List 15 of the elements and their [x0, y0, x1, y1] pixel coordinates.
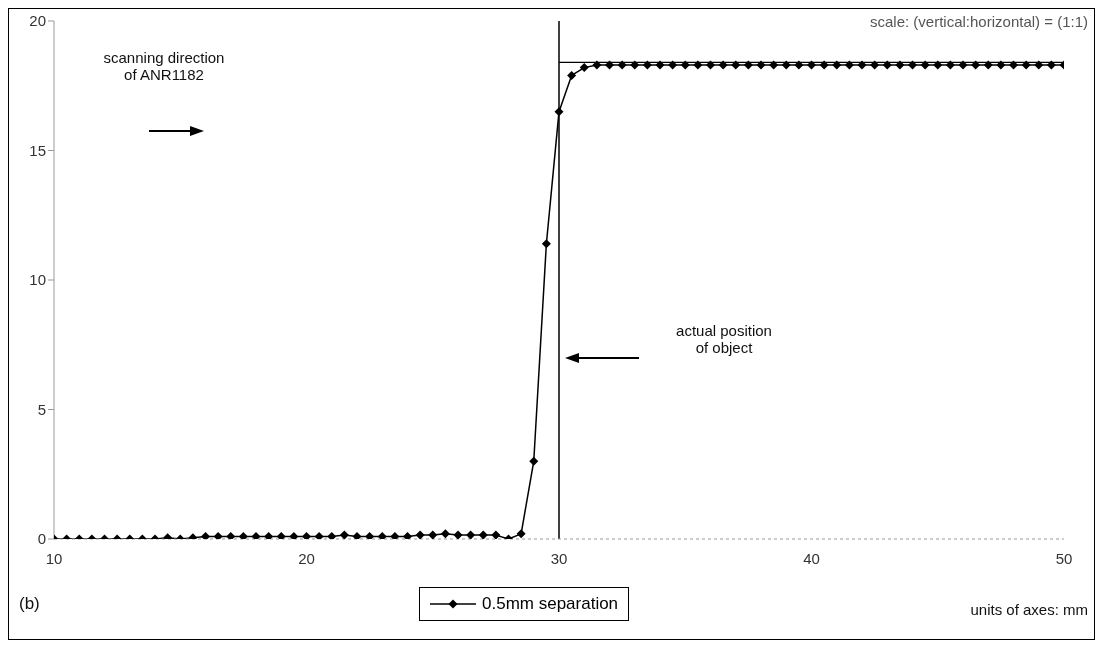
text: units of axes: mm — [970, 601, 1088, 618]
legend-label: 0.5mm separation — [482, 594, 619, 614]
text: (b) — [19, 594, 40, 614]
annotation: actual position of object — [675, 321, 773, 356]
y-tick-label: 20 — [29, 12, 46, 30]
y-tick-label: 5 — [37, 400, 46, 418]
annotation: scale: (vertical:horizontal) = (1:1) — [870, 13, 1088, 30]
annotation: scanning direction of ANR1182 — [102, 49, 226, 83]
x-tick-label: 20 — [298, 549, 315, 567]
y-tick-label: 15 — [29, 141, 46, 159]
y-tick-label: 0 — [37, 530, 46, 548]
x-tick-label: 40 — [803, 549, 820, 567]
y-tick-label: 10 — [29, 271, 46, 289]
x-tick-label: 30 — [550, 549, 568, 567]
x-tick-label: 50 — [1055, 549, 1073, 567]
